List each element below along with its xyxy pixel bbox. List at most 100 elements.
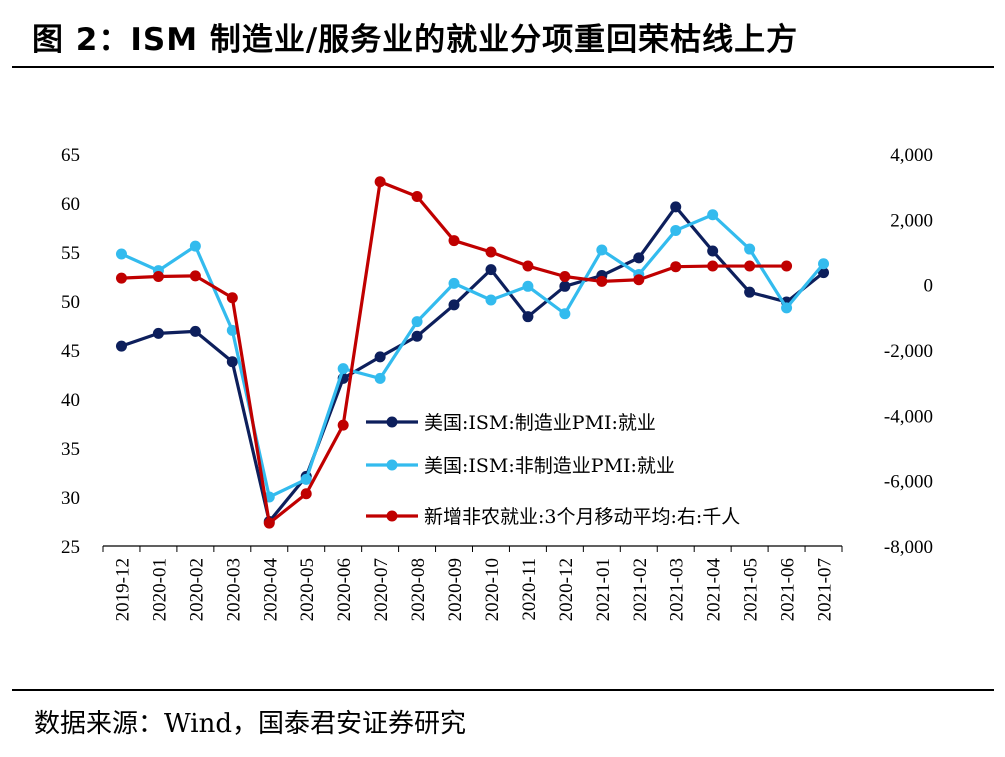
data-point (485, 294, 497, 306)
series-layer (115, 176, 830, 529)
data-point (448, 235, 460, 247)
data-point (411, 190, 423, 202)
data-point (152, 271, 164, 282)
data-point (263, 517, 275, 529)
left-tick-label: 25 (61, 537, 80, 558)
data-point (522, 280, 534, 292)
series-1 (115, 201, 830, 527)
x-tick-label: 2020-07 (371, 558, 392, 621)
data-point (707, 260, 719, 272)
legend-swatch-marker (386, 416, 398, 428)
data-point (485, 246, 497, 258)
x-tick-label: 2019-12 (112, 558, 133, 621)
x-tick-label: 2021-02 (630, 558, 651, 621)
data-point (448, 277, 460, 289)
left-tick-label: 45 (61, 341, 80, 362)
data-point (226, 356, 238, 368)
data-point (744, 260, 756, 272)
top-rule (12, 66, 994, 68)
data-point (300, 488, 312, 500)
data-point (818, 267, 830, 279)
figure-title: 图 2：ISM 制造业/服务业的就业分项重回荣枯线上方 (32, 22, 799, 58)
right-tick-label: -2,000 (884, 341, 933, 362)
data-point (559, 271, 571, 282)
legend-label: 美国:ISM:非制造业PMI:就业 (424, 455, 675, 477)
data-point (744, 243, 756, 255)
data-point (744, 286, 756, 298)
legend-swatch-marker (386, 459, 398, 471)
x-tick-label: 2020-05 (297, 558, 318, 621)
data-point (781, 260, 793, 272)
data-point (781, 302, 793, 314)
data-point (189, 325, 201, 337)
data-point (522, 311, 534, 323)
x-tick-label: 2020-08 (408, 558, 429, 621)
x-tick-label: 2020-09 (445, 558, 466, 621)
right-tick-label: -8,000 (884, 537, 933, 558)
data-point (115, 340, 127, 352)
x-tick-label: 2021-07 (815, 558, 836, 621)
data-point (115, 248, 127, 260)
data-point (522, 260, 534, 272)
right-tick-label: 0 (924, 276, 934, 297)
axes: 2019-12 2020-01 2020-02 2020-03 2020-04 2020-… (61, 145, 933, 621)
data-point (411, 330, 423, 342)
x-tick-label: 2021-03 (667, 558, 688, 621)
data-point (337, 363, 349, 375)
legend-label: 新增非农就业:3个月移动平均:右:千人 (424, 506, 740, 528)
legend: 美国:ISM:制造业PMI:就业美国:ISM:非制造业PMI:就业新增非农就业:… (366, 412, 740, 528)
data-point (818, 258, 830, 270)
data-point (596, 275, 608, 287)
data-point (300, 473, 312, 485)
source-note: 数据来源：Wind，国泰君安证券研究 (34, 709, 466, 739)
left-tick-label: 30 (61, 488, 80, 509)
right-tick-label: -4,000 (884, 406, 933, 427)
right-tick-label: -6,000 (884, 472, 933, 493)
x-tick-label: 2020-04 (260, 558, 281, 622)
bottom-rule (12, 689, 994, 691)
series-3 (115, 176, 793, 529)
right-tick-label: 4,000 (890, 145, 933, 166)
data-point (633, 252, 645, 264)
series-line (120, 205, 825, 524)
data-point (448, 299, 460, 311)
x-tick-label: 2020-06 (334, 558, 355, 621)
x-tick-label: 2020-10 (482, 558, 503, 621)
x-tick-label: 2021-04 (704, 558, 725, 622)
series-line (120, 213, 825, 499)
data-point (189, 270, 201, 282)
data-point (559, 280, 571, 292)
data-point (226, 324, 238, 336)
data-point (374, 176, 386, 188)
legend-label: 美国:ISM:制造业PMI:就业 (424, 412, 656, 434)
x-tick-label: 2021-06 (778, 558, 799, 621)
x-tick-label: 2021-01 (593, 558, 614, 621)
data-point (374, 351, 386, 363)
data-point (485, 264, 497, 276)
data-point (226, 292, 238, 304)
data-point (670, 201, 682, 213)
data-point (189, 240, 201, 252)
data-point (596, 244, 608, 256)
x-tick-label: 2020-12 (556, 558, 577, 621)
left-tick-label: 50 (61, 292, 80, 313)
data-point (374, 372, 386, 384)
x-tick-label: 2020-11 (519, 558, 540, 621)
x-tick-label: 2020-01 (149, 558, 170, 621)
left-tick-label: 55 (61, 243, 80, 264)
data-point (670, 261, 682, 273)
data-point (152, 327, 164, 339)
right-tick-label: 2,000 (890, 210, 933, 231)
data-point (559, 308, 571, 320)
data-point (411, 316, 423, 328)
data-point (633, 274, 645, 286)
x-tick-label: 2020-03 (223, 558, 244, 621)
x-tick-label: 2020-02 (186, 558, 207, 621)
data-point (707, 245, 719, 257)
data-point (707, 209, 719, 221)
left-tick-label: 65 (61, 145, 80, 166)
data-point (115, 272, 127, 284)
x-tick-label: 2021-05 (741, 558, 762, 621)
data-point (670, 224, 682, 236)
